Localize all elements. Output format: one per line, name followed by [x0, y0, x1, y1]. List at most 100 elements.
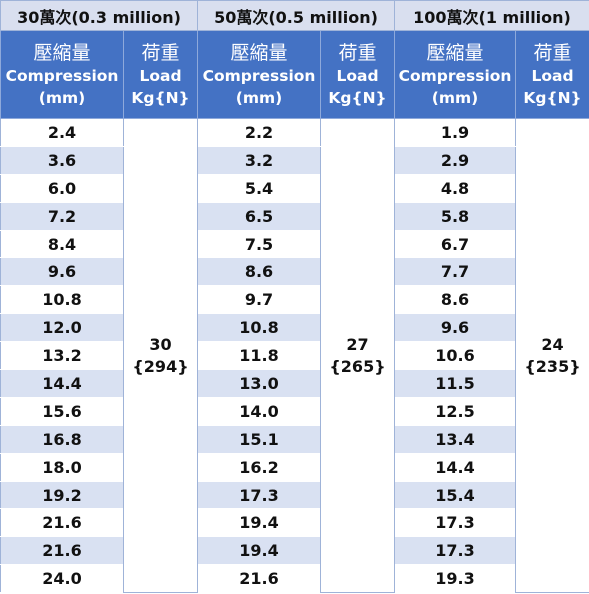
load-header-cjk: 荷重	[533, 42, 572, 65]
load-header-en: Load	[531, 67, 574, 86]
compression-header-unit: (mm)	[38, 88, 86, 107]
table-row: 16.8 15.1 13.4	[0, 424, 589, 454]
compression-value: 12.0	[0, 313, 124, 343]
column-header-row: 壓縮量 Compression (mm) 荷重 Load Kg{N} 壓縮量 C…	[0, 30, 589, 119]
compression-value: 2.4	[0, 118, 124, 147]
compression-value: 6.7	[394, 229, 516, 259]
load-newton: {265}	[329, 356, 386, 376]
table-row: 14.4 13.0 11.5	[0, 369, 589, 398]
load-header-unit: Kg{N}	[328, 88, 387, 107]
compression-value: 3.2	[197, 145, 321, 175]
compression-value: 14.4	[0, 369, 124, 398]
compression-value: 13.0	[197, 369, 321, 398]
compression-value: 6.0	[0, 173, 124, 203]
compression-value: 13.2	[0, 341, 124, 371]
compression-value: 11.8	[197, 341, 321, 371]
compression-value: 18.0	[0, 452, 124, 482]
table-row: 13.2 11.8 10.6	[0, 341, 589, 371]
load-header-0: 荷重 Load Kg{N}	[123, 30, 198, 119]
compression-value: 21.6	[0, 508, 124, 538]
compression-value: 9.7	[197, 285, 321, 315]
load-kg: 27	[346, 334, 369, 354]
group-title-2: 100萬次(1 million)	[393, 0, 589, 31]
compression-value: 24.0	[0, 564, 124, 594]
compression-value: 17.3	[197, 480, 321, 510]
compression-value: 10.8	[0, 285, 124, 315]
compression-value: 9.6	[394, 313, 516, 343]
compression-value: 5.8	[394, 201, 516, 231]
load-newton: {235}	[524, 356, 581, 376]
compression-value: 10.6	[394, 341, 516, 371]
table-row: 12.0 10.8 9.6	[0, 313, 589, 343]
compression-value: 14.0	[197, 396, 321, 426]
compression-value: 10.8	[197, 313, 321, 343]
table-row: 18.0 16.2 14.4	[0, 452, 589, 482]
table-row: 9.6 8.6 7.7	[0, 257, 589, 287]
compression-value: 19.4	[197, 508, 321, 538]
table-row: 15.6 14.0 12.5	[0, 396, 589, 426]
compression-header-unit: (mm)	[235, 88, 283, 107]
compression-value: 17.3	[394, 536, 516, 566]
compression-value: 15.4	[394, 480, 516, 510]
table-row: 3.6 3.2 2.9	[0, 145, 589, 175]
compression-value: 4.8	[394, 173, 516, 203]
compression-value: 16.8	[0, 424, 124, 454]
compression-value: 5.4	[197, 173, 321, 203]
table-row: 10.8 9.7 8.6	[0, 285, 589, 315]
compression-value: 7.2	[0, 201, 124, 231]
compression-value: 15.1	[197, 424, 321, 454]
compression-value: 14.4	[394, 452, 516, 482]
load-newton: {294}	[132, 356, 189, 376]
compression-header-cjk: 壓縮量	[33, 42, 91, 65]
load-header-1: 荷重 Load Kg{N}	[320, 30, 395, 119]
load-header-2: 荷重 Load Kg{N}	[514, 30, 589, 119]
load-value-1: 27 {265}	[320, 117, 395, 594]
load-header-unit: Kg{N}	[523, 88, 582, 107]
compression-header-unit: (mm)	[431, 88, 479, 107]
table-row: 21.6 19.4 17.3	[0, 508, 589, 538]
table-body: 2.4 30 {294} 2.2 27 {265} 1.9 24 {235} 3.6 3.2 2.9 6…	[0, 117, 589, 594]
load-value-0: 30 {294}	[123, 117, 198, 594]
load-value-2: 24 {235}	[514, 117, 589, 594]
compression-header-cjk: 壓縮量	[230, 42, 288, 65]
compression-value: 17.3	[394, 508, 516, 538]
table-row: 2.4 30 {294} 2.2 27 {265} 1.9 24 {235}	[0, 117, 589, 594]
compression-value: 8.6	[394, 285, 516, 315]
group-title-0: 30萬次(0.3 million)	[0, 0, 198, 31]
load-header-cjk: 荷重	[338, 42, 377, 65]
compression-header-0: 壓縮量 Compression (mm)	[0, 30, 124, 119]
compression-value: 2.9	[394, 145, 516, 175]
compression-value: 8.6	[197, 257, 321, 287]
table-row: 8.4 7.5 6.7	[0, 229, 589, 259]
group-title-1: 50萬次(0.5 million)	[197, 0, 395, 31]
load-header-cjk: 荷重	[141, 42, 180, 65]
compression-value: 16.2	[197, 452, 321, 482]
compression-value: 21.6	[197, 564, 321, 594]
table-row: 6.0 5.4 4.8	[0, 173, 589, 203]
load-kg: 30	[149, 334, 172, 354]
table-row: 21.6 19.4 17.3	[0, 536, 589, 566]
group-title-row: 30萬次(0.3 million) 50萬次(0.5 million) 100萬…	[0, 0, 589, 31]
load-kg: 24	[541, 334, 564, 354]
compression-header-en: Compression	[5, 67, 119, 86]
table-row: 24.0 21.6 19.3	[0, 564, 589, 594]
table-row: 19.2 17.3 15.4	[0, 480, 589, 510]
table-row: 7.2 6.5 5.8	[0, 201, 589, 231]
compression-value: 19.2	[0, 480, 124, 510]
load-header-en: Load	[336, 67, 379, 86]
compression-value: 9.6	[0, 257, 124, 287]
compression-header-en: Compression	[398, 67, 512, 86]
compression-header-en: Compression	[202, 67, 316, 86]
compression-value: 8.4	[0, 229, 124, 259]
compression-value: 3.6	[0, 145, 124, 175]
compression-value: 12.5	[394, 396, 516, 426]
compression-value: 7.7	[394, 257, 516, 287]
compression-value: 2.2	[197, 118, 321, 147]
load-header-en: Load	[139, 67, 182, 86]
compression-value: 11.5	[394, 369, 516, 398]
compression-value: 19.4	[197, 536, 321, 566]
compression-value: 1.9	[394, 118, 516, 147]
compression-value: 13.4	[394, 424, 516, 454]
load-header-unit: Kg{N}	[131, 88, 190, 107]
